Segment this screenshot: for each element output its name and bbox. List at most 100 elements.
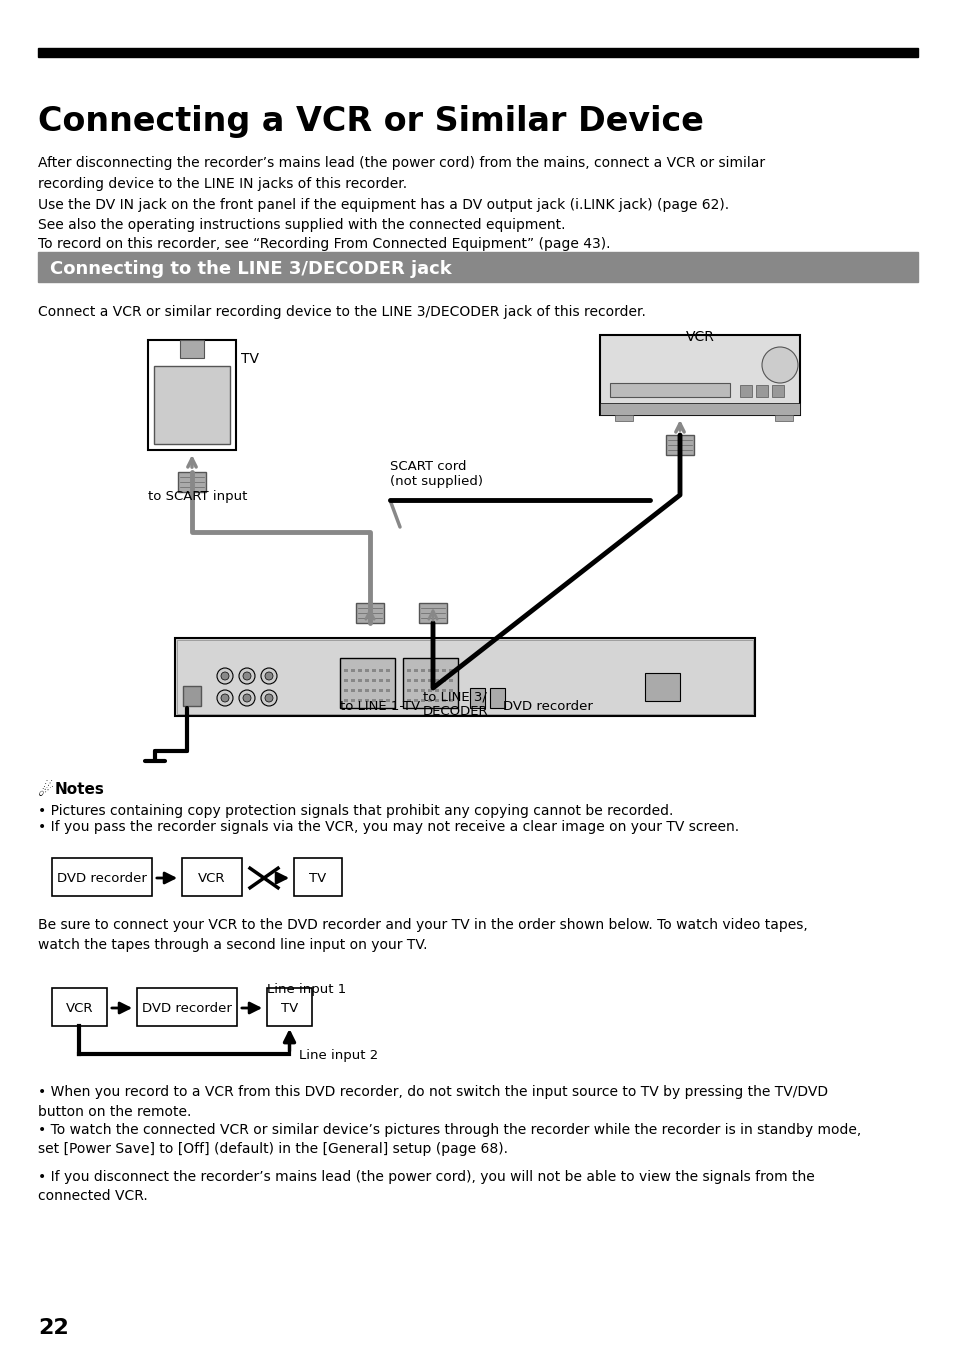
Bar	[294, 859, 341, 896]
Bar	[414, 679, 417, 681]
Bar	[355, 603, 384, 623]
Circle shape	[221, 694, 229, 702]
Text: SCART cord: SCART cord	[390, 460, 466, 473]
Bar	[615, 415, 633, 420]
Bar	[365, 669, 369, 672]
Bar	[449, 699, 453, 702]
Text: After disconnecting the recorder’s mains lead (the power cord) from the mains, c: After disconnecting the recorder’s mains…	[38, 155, 764, 191]
Circle shape	[221, 672, 229, 680]
Bar	[344, 669, 348, 672]
Bar	[774, 415, 792, 420]
Bar	[378, 679, 382, 681]
Bar	[665, 435, 693, 456]
Bar	[38, 251, 917, 283]
Bar	[420, 679, 424, 681]
Circle shape	[239, 668, 254, 684]
Bar	[357, 690, 361, 692]
Bar	[435, 679, 438, 681]
Bar	[449, 679, 453, 681]
Bar	[38, 49, 917, 57]
Bar	[351, 669, 355, 672]
Text: (not supplied): (not supplied)	[390, 475, 482, 488]
Bar	[435, 669, 438, 672]
Bar	[599, 335, 800, 415]
Bar	[351, 679, 355, 681]
Bar	[441, 669, 446, 672]
Bar	[609, 383, 729, 397]
Circle shape	[216, 690, 233, 706]
Bar	[644, 673, 679, 700]
Bar	[428, 669, 432, 672]
Text: VCR: VCR	[198, 872, 226, 884]
Bar	[407, 669, 411, 672]
Circle shape	[261, 668, 276, 684]
Bar	[378, 699, 382, 702]
Bar	[378, 690, 382, 692]
Text: • If you disconnect the recorder’s mains lead (the power cord), you will not be : • If you disconnect the recorder’s mains…	[38, 1169, 814, 1203]
Circle shape	[261, 690, 276, 706]
Text: Notes: Notes	[55, 781, 105, 796]
Bar	[357, 679, 361, 681]
Bar	[351, 699, 355, 702]
Bar	[420, 690, 424, 692]
Text: TV: TV	[241, 352, 258, 366]
Bar	[414, 690, 417, 692]
Bar	[428, 690, 432, 692]
Bar	[449, 690, 453, 692]
Bar	[267, 988, 312, 1026]
Bar	[174, 638, 754, 717]
Bar	[177, 639, 752, 714]
Circle shape	[243, 694, 251, 702]
Text: • To watch the connected VCR or similar device’s pictures through the recorder w: • To watch the connected VCR or similar …	[38, 1124, 861, 1156]
Circle shape	[216, 668, 233, 684]
Circle shape	[239, 690, 254, 706]
Text: Line input 2: Line input 2	[299, 1049, 378, 1063]
Bar	[386, 669, 390, 672]
Bar	[372, 699, 375, 702]
Text: DVD recorder: DVD recorder	[502, 700, 592, 713]
Bar	[344, 690, 348, 692]
Text: 22: 22	[38, 1318, 69, 1338]
Text: Use the DV IN jack on the front panel if the equipment has a DV output jack (i.L: Use the DV IN jack on the front panel if…	[38, 197, 728, 251]
Circle shape	[265, 672, 273, 680]
Bar	[178, 472, 206, 492]
Bar	[755, 385, 767, 397]
Bar	[153, 366, 230, 443]
Bar	[372, 669, 375, 672]
Bar	[365, 679, 369, 681]
Bar	[407, 679, 411, 681]
Text: • Pictures containing copy protection signals that prohibit any copying cannot b: • Pictures containing copy protection si…	[38, 804, 673, 818]
Bar	[407, 699, 411, 702]
Bar	[183, 685, 201, 706]
Text: Connecting a VCR or Similar Device: Connecting a VCR or Similar Device	[38, 105, 703, 138]
Bar	[372, 690, 375, 692]
Bar	[470, 688, 484, 708]
Bar	[344, 699, 348, 702]
Text: Be sure to connect your VCR to the DVD recorder and your TV in the order shown b: Be sure to connect your VCR to the DVD r…	[38, 918, 807, 952]
Text: Connect a VCR or similar recording device to the LINE 3/DECODER jack of this rec: Connect a VCR or similar recording devic…	[38, 306, 645, 319]
Bar	[182, 859, 242, 896]
Text: VCR: VCR	[685, 330, 714, 343]
Text: • When you record to a VCR from this DVD recorder, do not switch the input sourc: • When you record to a VCR from this DVD…	[38, 1086, 827, 1118]
Bar	[52, 988, 107, 1026]
Text: DVD recorder: DVD recorder	[142, 1002, 232, 1014]
Bar	[339, 658, 395, 708]
Text: Connecting to the LINE 3/DECODER jack: Connecting to the LINE 3/DECODER jack	[50, 260, 452, 279]
Bar	[420, 669, 424, 672]
Circle shape	[265, 694, 273, 702]
Bar	[420, 699, 424, 702]
Text: DECODER: DECODER	[422, 704, 488, 718]
Bar	[449, 669, 453, 672]
Bar	[435, 699, 438, 702]
Bar	[386, 699, 390, 702]
Bar	[441, 699, 446, 702]
Bar	[441, 679, 446, 681]
Circle shape	[243, 672, 251, 680]
Bar	[414, 669, 417, 672]
Bar	[407, 690, 411, 692]
Bar	[740, 385, 751, 397]
Bar	[428, 679, 432, 681]
Bar	[386, 690, 390, 692]
Text: to LINE 1-TV: to LINE 1-TV	[339, 700, 419, 713]
Text: • If you pass the recorder signals via the VCR, you may not receive a clear imag: • If you pass the recorder signals via t…	[38, 821, 739, 834]
